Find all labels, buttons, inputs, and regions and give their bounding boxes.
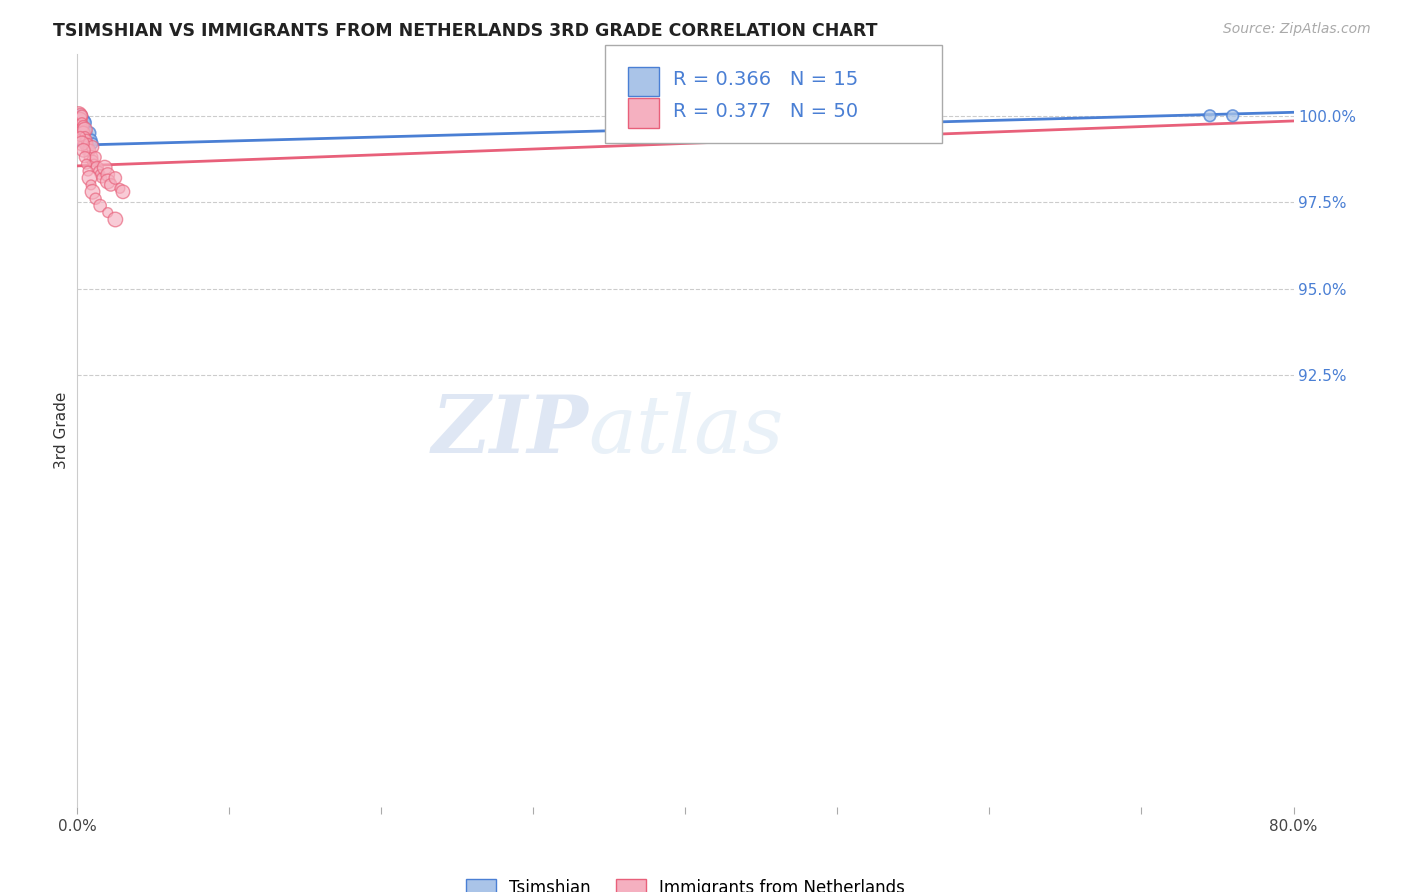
Point (97, 174, 120, 188)
Point (104, 212, 127, 227)
Point (73, 136, 96, 151)
Point (70, 109, 93, 123)
Point (97, 205, 120, 219)
Point (73, 116, 96, 130)
Legend: Tsimshian, Immigrants from Netherlands: Tsimshian, Immigrants from Netherlands (460, 872, 911, 892)
Point (90, 171, 112, 186)
Point (79, 126, 101, 140)
Point (77, 144, 100, 158)
Y-axis label: 3rd Grade: 3rd Grade (53, 392, 69, 469)
Point (70, 112, 93, 127)
Point (89, 199, 111, 213)
Point (67, 116, 90, 130)
Text: TSIMSHIAN VS IMMIGRANTS FROM NETHERLANDS 3RD GRADE CORRELATION CHART: TSIMSHIAN VS IMMIGRANTS FROM NETHERLANDS… (53, 22, 877, 40)
Point (69, 109, 91, 123)
Point (108, 181, 131, 195)
Point (67, 109, 90, 123)
Point (82, 153, 104, 168)
Point (70, 136, 93, 151)
Point (82, 136, 104, 151)
Text: atlas: atlas (588, 392, 783, 469)
Point (82, 185, 104, 199)
Text: ZIP: ZIP (432, 392, 588, 469)
Point (84, 192, 107, 206)
Point (73, 150, 96, 164)
Point (84, 150, 107, 164)
Point (100, 178, 122, 192)
Point (86, 161, 108, 175)
Point (77, 129, 100, 144)
Point (93, 161, 115, 175)
Point (73, 129, 96, 144)
Point (80, 178, 103, 192)
Text: Source: ZipAtlas.com: Source: ZipAtlas.com (1223, 22, 1371, 37)
Point (77, 136, 100, 151)
Point (69, 112, 91, 127)
Text: R = 0.377   N = 50: R = 0.377 N = 50 (673, 102, 859, 120)
Point (70, 126, 93, 140)
Point (69, 129, 91, 144)
Point (72, 126, 94, 140)
Point (104, 171, 127, 186)
Point (1199, 109, 1222, 123)
Point (70, 116, 93, 130)
Point (75, 157, 97, 171)
Point (75, 126, 97, 140)
Point (72, 144, 94, 158)
Point (75, 140, 97, 154)
Point (79, 144, 101, 158)
Point (87, 164, 110, 178)
Point (89, 168, 111, 182)
Point (82, 140, 104, 154)
Point (79, 171, 101, 186)
Point (72, 119, 94, 133)
Point (75, 133, 97, 147)
Point (73, 122, 96, 136)
Point (83, 157, 105, 171)
Point (73, 122, 96, 136)
Point (97, 168, 120, 182)
Text: R = 0.366   N = 15: R = 0.366 N = 15 (673, 70, 859, 89)
Point (1222, 109, 1244, 123)
Point (70, 109, 93, 123)
Point (70, 122, 93, 136)
Point (69, 109, 91, 123)
Point (111, 185, 134, 199)
Point (72, 119, 94, 133)
Point (69, 119, 91, 133)
Point (80, 150, 103, 164)
Point (77, 164, 100, 178)
Point (72, 133, 94, 147)
Point (80, 133, 103, 147)
Point (67, 107, 90, 121)
Point (67, 112, 90, 127)
Point (72, 114, 94, 128)
